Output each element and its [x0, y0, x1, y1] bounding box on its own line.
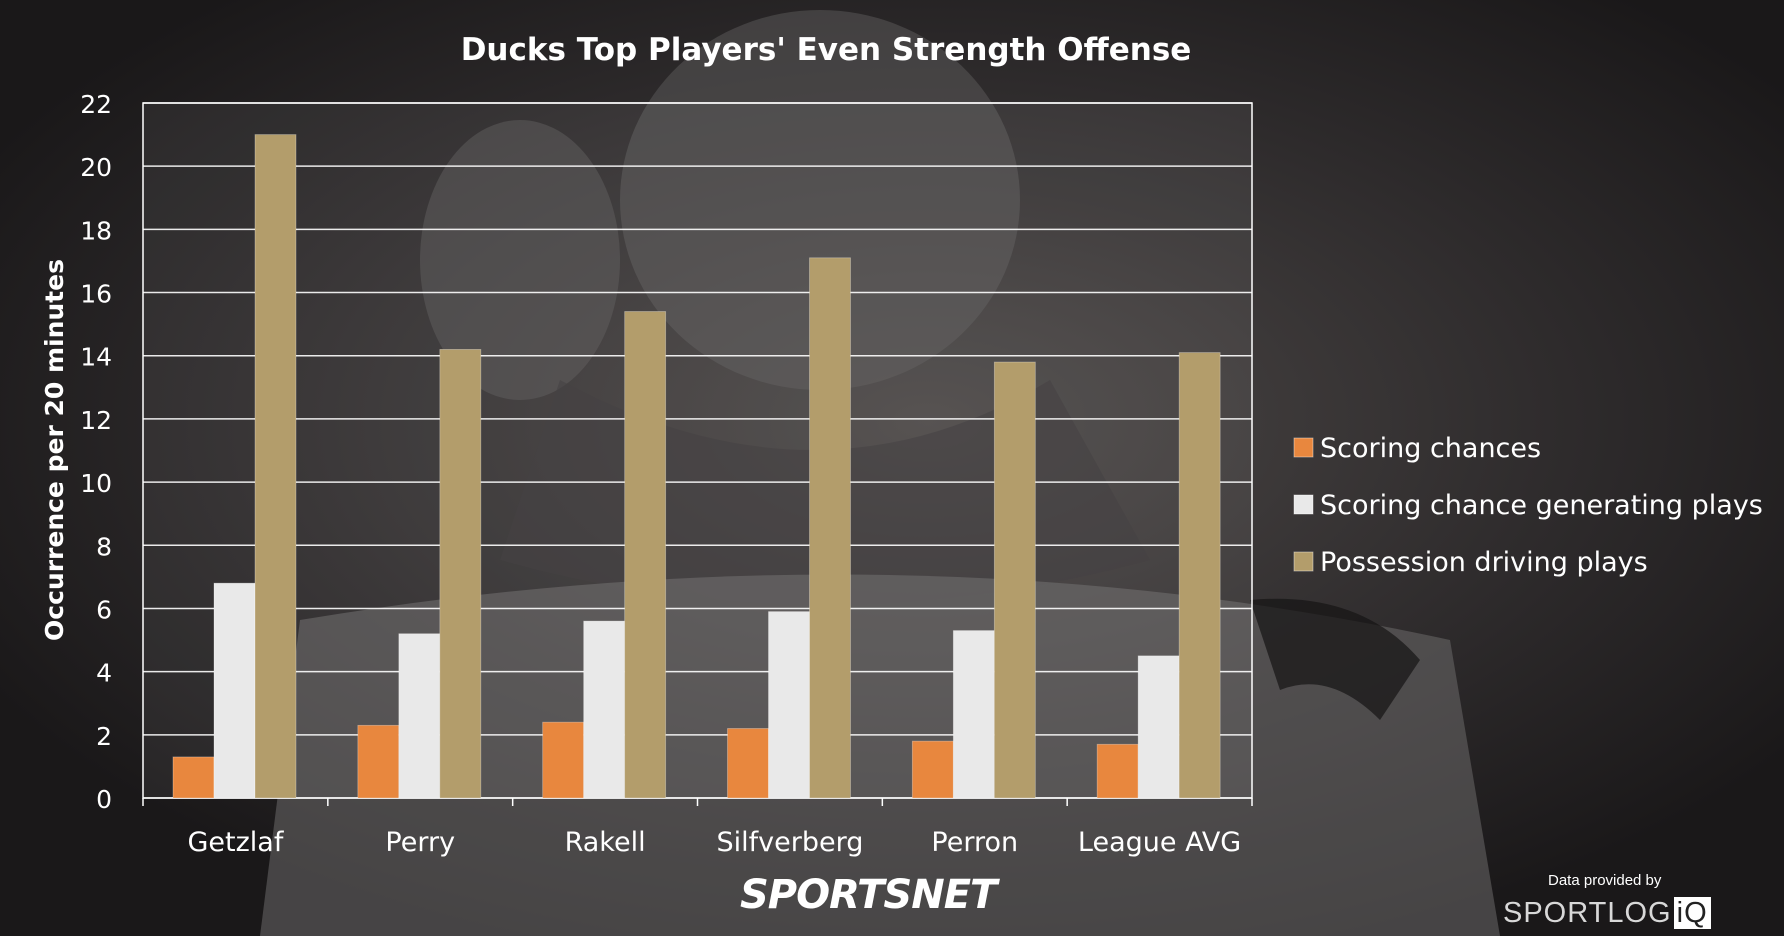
x-tick-label: Perry [385, 827, 455, 858]
bar-getzlaf-series-1 [172, 756, 215, 799]
y-tick-label: 8 [96, 532, 112, 561]
y-tick-label: 22 [80, 90, 112, 119]
y-tick-label: 20 [80, 153, 112, 182]
bar-perry-series-2 [398, 633, 441, 799]
bar-getzlaf-series-3 [254, 134, 297, 799]
sportlogiq-wordmark: SPORTLOG [1503, 897, 1672, 929]
x-tick-label: Getzlaf [187, 827, 284, 858]
legend-entry: Possession driving plays [1320, 547, 1648, 578]
bar-perry-series-3 [439, 349, 482, 799]
y-tick-label: 12 [80, 406, 112, 435]
y-tick-label: 18 [80, 216, 112, 245]
bar-getzlaf-series-2 [213, 582, 256, 799]
bar-rakell-series-3 [624, 311, 667, 799]
x-tick-label: League AVG [1078, 827, 1241, 858]
y-axis-ticks: 0 2 4 6 8 10 12 14 16 18 20 22 [80, 90, 112, 814]
legend-entry: Scoring chance generating plays [1320, 490, 1763, 521]
x-tick-label: Silfverberg [716, 827, 863, 858]
y-tick-label: 16 [80, 280, 112, 309]
y-tick-label: 10 [80, 469, 112, 498]
sportsnet-logo: SPORTSNET [740, 872, 997, 918]
sportlogiq-logo: SPORTLOG iQ [1503, 897, 1711, 930]
bar-rakell-series-2 [583, 620, 626, 799]
bar-league-avg-series-1 [1096, 743, 1139, 799]
y-tick-label: 2 [96, 722, 112, 751]
bar-silfverberg-series-3 [809, 257, 851, 799]
y-axis-label: Occurrence per 20 minutes [40, 259, 69, 641]
bar-perron-series-3 [993, 361, 1036, 799]
bar-perron-series-2 [952, 630, 995, 799]
y-tick-label: 0 [96, 785, 112, 814]
bar-league-avg-series-3 [1178, 352, 1221, 799]
bar-perron-series-1 [911, 740, 954, 799]
bar-silfverberg-series-1 [727, 728, 769, 799]
sportlogiq-mark: iQ [1673, 897, 1711, 929]
x-axis-ticks: Getzlaf Perry Rakell Silfverberg Perron Leagu… [142, 798, 1253, 858]
bar-rakell-series-1 [542, 721, 585, 799]
bar-league-avg-series-2 [1137, 655, 1180, 799]
gridlines [142, 102, 1253, 799]
y-tick-label: 4 [96, 659, 112, 688]
legend-swatch [1293, 551, 1314, 572]
plot-area [142, 102, 1253, 799]
x-tick-label: Perron [931, 827, 1018, 858]
bar-perry-series-1 [357, 724, 400, 799]
x-tick-label: Rakell [565, 827, 646, 858]
y-tick-label: 14 [80, 343, 112, 372]
data-credit: Data provided by [1548, 872, 1662, 889]
legend-swatch [1293, 494, 1314, 515]
bar-silfverberg-series-2 [768, 611, 810, 799]
legend-swatch [1293, 437, 1314, 458]
chart-title: Ducks Top Players' Even Strength Offense [461, 32, 1192, 68]
legend: Scoring chances Scoring chance generating… [1293, 433, 1763, 578]
bars [172, 134, 1221, 799]
y-tick-label: 6 [96, 595, 112, 624]
legend-entry: Scoring chances [1320, 433, 1541, 464]
